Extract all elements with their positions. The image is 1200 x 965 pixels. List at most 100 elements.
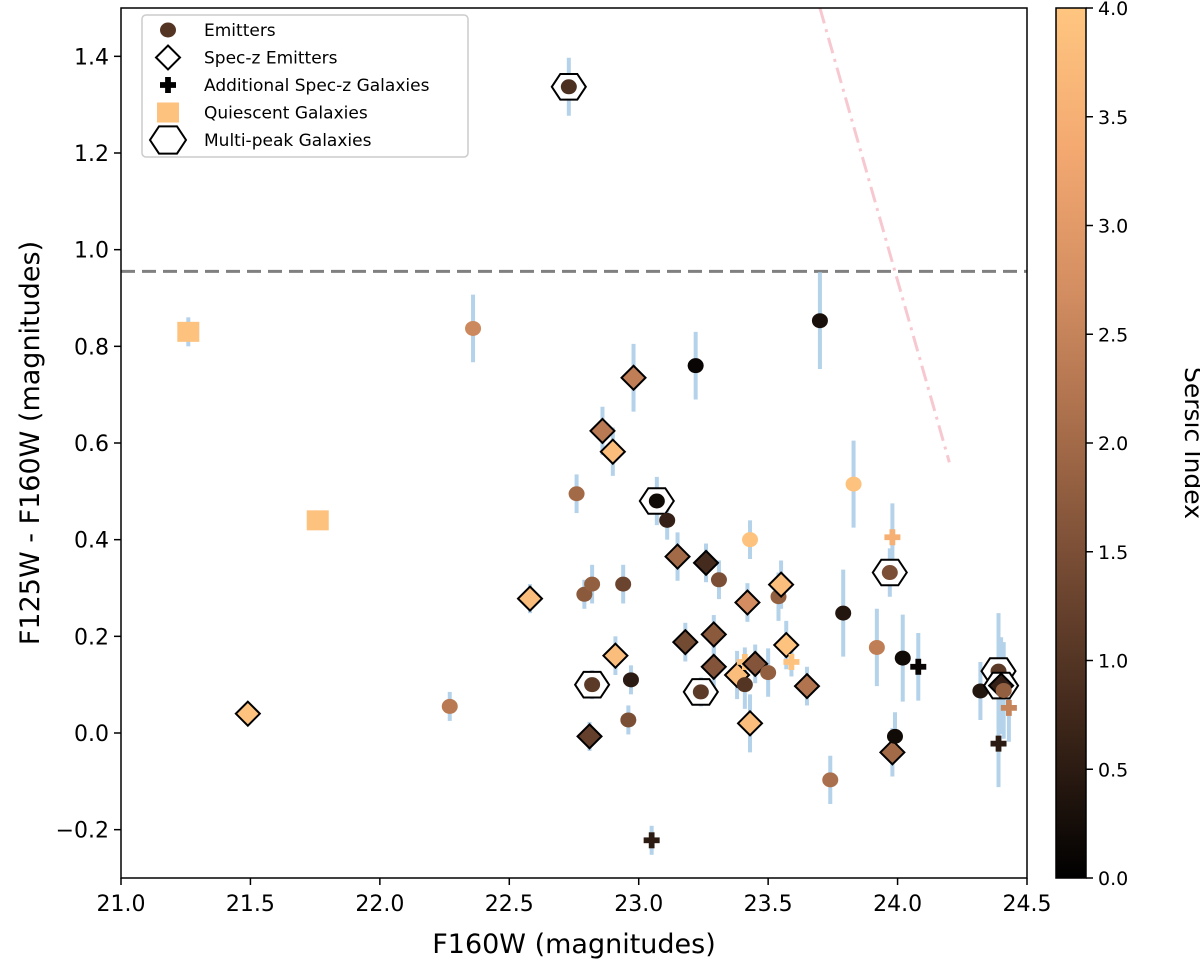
plot-clip-group [121, 8, 1027, 855]
data-point-5 [516, 585, 544, 613]
spec-z-diamond [700, 653, 728, 681]
spec-z-diamond [767, 571, 795, 599]
spec-z-diamond [692, 549, 720, 577]
spec-z-plus-v [1006, 699, 1012, 716]
colorbar: 0.0 0.5 1.0 1.5 2.0 2.5 3.0 3.5 4.0 [1055, 0, 1128, 890]
x-tick-label: 24.0 [873, 892, 922, 917]
colorbar-tick-label: 2.0 [1098, 433, 1128, 455]
emitter-marker [687, 358, 704, 374]
emitter-marker [584, 677, 601, 693]
x-tick-label: 21.0 [97, 892, 146, 917]
y-tick-label: 0.6 [74, 432, 109, 457]
data-point-44 [822, 772, 839, 788]
colorbar-tick-label: 0.0 [1098, 868, 1128, 890]
spec-z-diamond [599, 438, 627, 466]
colorbar-tick-label: 1.0 [1098, 651, 1128, 673]
colorbar-tick-label: 3.5 [1098, 107, 1128, 129]
emitter-marker [659, 512, 676, 528]
data-point-57 [990, 735, 1007, 752]
emitter-marker [568, 486, 585, 502]
legend-item-2: Additional Spec-z Galaxies [160, 76, 430, 96]
y-tick-label: 0.8 [74, 335, 109, 360]
spec-z-diamond [736, 709, 764, 737]
legend: Emitters Spec-z Emitters Additional Spec-z… [141, 14, 469, 158]
plot-area [121, 8, 1027, 855]
data-point-46 [845, 476, 862, 492]
quiescent-square [306, 510, 329, 531]
data-point-10 [573, 670, 611, 699]
colorbar-label: Sersic Index [1179, 367, 1200, 519]
emitter-marker [845, 476, 862, 492]
data-point-17 [620, 712, 637, 728]
x-axis-label: F160W (magnitudes) [432, 929, 716, 960]
data-point-52 [894, 650, 911, 666]
emitter-marker [760, 665, 777, 681]
spec-z-diamond [700, 620, 728, 648]
colorbar-gradient [1055, 7, 1087, 879]
emitter-marker [886, 728, 903, 744]
data-point-0 [177, 321, 200, 342]
legend-label: Spec-z Emitters [204, 49, 338, 69]
legend-label: Multi-peak Galaxies [204, 131, 372, 151]
axes: 21.0 21.5 22.0 22.5 23.0 23.5 24.0 24.5 −0.2 0.0 0… [56, 7, 1051, 917]
colorbar-tick-label: 3.0 [1098, 216, 1128, 238]
legend-square-icon [157, 102, 179, 123]
legend-diamond-icon [154, 44, 182, 71]
data-point-25 [682, 678, 720, 706]
emitter-marker [584, 576, 601, 592]
emitter-marker [560, 79, 577, 95]
data-point-40 [772, 631, 800, 659]
data-point-18 [620, 364, 647, 392]
colorbar-tick-label: 1.5 [1098, 542, 1128, 564]
legend-item-1: Spec-z Emitters [154, 44, 338, 71]
data-point-11 [576, 722, 603, 750]
data-point-3 [441, 698, 458, 714]
emitter-marker [465, 320, 482, 336]
data-point-27 [700, 620, 728, 648]
spec-z-plus-v [648, 832, 655, 849]
spec-z-plus-v [788, 653, 795, 670]
legend-label: Quiescent Galaxies [204, 104, 368, 124]
data-point-2 [234, 700, 262, 728]
emitter-marker [692, 684, 709, 700]
x-tick-label: 23.0 [614, 892, 663, 917]
y-tick-label: −0.2 [56, 819, 109, 844]
data-point-15 [615, 576, 632, 592]
x-tick-label: 23.5 [744, 892, 793, 917]
emitter-marker [736, 677, 753, 693]
emitter-marker [881, 565, 898, 581]
data-point-16 [622, 672, 639, 688]
data-point-13 [599, 438, 627, 466]
emitter-marker [822, 772, 839, 788]
data-point-47 [868, 639, 885, 655]
emitter-marker [620, 712, 637, 728]
emitter-marker [742, 532, 759, 548]
emitter-marker [648, 493, 665, 509]
data-point-31 [736, 677, 753, 693]
emitter-marker [615, 576, 632, 592]
spec-z-diamond [734, 589, 761, 616]
y-tick-label: 0.0 [74, 722, 109, 747]
x-tick-label: 21.5 [226, 892, 275, 917]
emitter-marker [835, 605, 852, 621]
y-tick-label: 0.2 [74, 625, 109, 650]
spec-z-plus-v [995, 735, 1002, 752]
legend-plus-icon-v [165, 77, 171, 93]
quiescent-square [177, 321, 200, 342]
emitter-marker [710, 572, 727, 588]
spec-z-diamond [878, 738, 906, 766]
y-tick-label: 1.4 [74, 45, 109, 70]
data-point-59 [1000, 699, 1017, 716]
emitter-marker [868, 639, 885, 655]
y-tick-label: 1.0 [74, 239, 109, 264]
legend-item-3: Quiescent Galaxies [157, 102, 368, 124]
spec-z-diamond [772, 631, 800, 659]
colorbar-tick-label: 2.5 [1098, 324, 1128, 346]
x-tick-label: 22.5 [485, 892, 534, 917]
data-point-50 [878, 738, 906, 766]
x-tick-label: 22.0 [355, 892, 404, 917]
data-point-58 [995, 682, 1012, 698]
data-point-23 [671, 628, 699, 656]
data-point-33 [734, 589, 761, 616]
y-tick-label: 1.2 [74, 142, 109, 167]
